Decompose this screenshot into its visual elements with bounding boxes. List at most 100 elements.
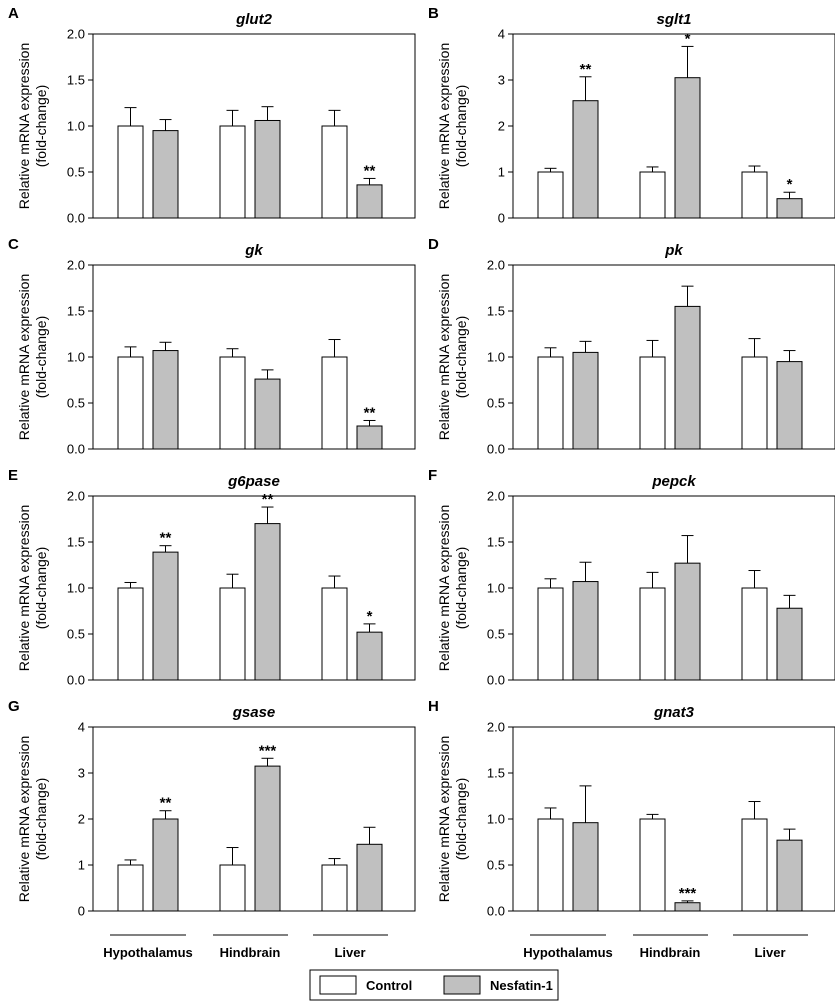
bar-nesfatin [572, 100, 599, 219]
plot-frame [92, 495, 416, 681]
y-tick-label: 0.0 [67, 211, 85, 226]
y-tick-label: 1.5 [487, 766, 505, 781]
bar-nesfatin [776, 607, 803, 681]
y-axis-label-units: (fold-change) [453, 316, 469, 399]
bar-control [639, 818, 666, 912]
bar-control [741, 171, 768, 219]
bar-nesfatin [356, 843, 383, 912]
y-axis-label-units: (fold-change) [33, 778, 49, 861]
y-tick-label: 0.0 [67, 673, 85, 688]
bar-control [321, 864, 348, 912]
y-tick-label: 0.5 [487, 627, 505, 642]
y-axis-label: Relative mRNA expression [16, 43, 32, 210]
y-tick-label: 0.5 [67, 627, 85, 642]
bar-control [117, 864, 144, 912]
plot-frame [92, 726, 416, 912]
bar-control [219, 587, 246, 681]
y-axis-label: Relative mRNA expression [436, 43, 452, 210]
y-axis-label: Relative mRNA expression [16, 274, 32, 441]
group-label-hindbrain: Hindbrain [640, 945, 701, 960]
significance-marker: * [367, 608, 373, 625]
y-axis-label: Relative mRNA expression [436, 505, 452, 672]
legend-swatch-nesfatin [443, 975, 481, 995]
y-tick-label: 2.0 [487, 258, 505, 273]
y-tick-label: 4 [78, 720, 85, 735]
bar-nesfatin [572, 581, 599, 681]
y-axis-label-units: (fold-change) [33, 547, 49, 630]
legend-label-nesfatin: Nesfatin-1 [490, 978, 553, 993]
plot-frame [512, 33, 835, 219]
bar-control [741, 356, 768, 450]
group-label-hypothalamus: Hypothalamus [523, 945, 613, 960]
bar-control [219, 864, 246, 912]
y-tick-label: 2.0 [487, 489, 505, 504]
chart-title: gk [244, 242, 263, 259]
significance-marker: ** [160, 530, 172, 547]
group-labels-left: Hypothalamus Hindbrain Liver [103, 934, 388, 960]
chart-title: pepck [651, 473, 696, 490]
bar-control [741, 818, 768, 912]
chart-title: g6pase [227, 473, 280, 490]
bar-control [117, 125, 144, 219]
plot-frame [512, 726, 835, 912]
bar-control [537, 356, 564, 450]
y-tick-label: 1.0 [487, 350, 505, 365]
bar-nesfatin [254, 523, 281, 681]
y-axis-label: Relative mRNA expression [436, 274, 452, 441]
legend: Control Nesfatin-1 [309, 969, 559, 1001]
bar-nesfatin [356, 631, 383, 681]
bar-nesfatin [254, 765, 281, 912]
chart-title: glut2 [235, 11, 272, 28]
y-tick-label: 0 [498, 211, 505, 226]
y-tick-label: 1.5 [67, 73, 85, 88]
bar-nesfatin [674, 562, 701, 681]
y-axis-label-units: (fold-change) [453, 547, 469, 630]
y-axis-label-units: (fold-change) [33, 85, 49, 168]
y-tick-label: 2 [498, 119, 505, 134]
bar-control [219, 356, 246, 450]
bar-control [117, 356, 144, 450]
y-tick-label: 3 [498, 73, 505, 88]
significance-marker: ** [160, 795, 172, 812]
significance-marker: * [787, 176, 793, 193]
y-tick-label: 1.5 [487, 304, 505, 319]
bar-control [537, 818, 564, 912]
bar-control [321, 587, 348, 681]
significance-marker: ** [364, 404, 376, 421]
legend-swatch-control [319, 975, 357, 995]
bar-nesfatin [356, 184, 383, 219]
group-label-hindbrain: Hindbrain [220, 945, 281, 960]
y-tick-label: 2.0 [487, 720, 505, 735]
y-tick-label: 0 [78, 904, 85, 919]
chart-title: pk [664, 242, 683, 259]
panel-letter: G [8, 698, 20, 715]
chart-title: sglt1 [656, 11, 691, 28]
y-tick-label: 0.0 [487, 904, 505, 919]
y-tick-label: 1.0 [67, 350, 85, 365]
group-labels-right: Hypothalamus Hindbrain Liver [523, 934, 808, 960]
chart-title: gnat3 [653, 704, 695, 721]
group-label-hypothalamus: Hypothalamus [103, 945, 193, 960]
group-label-liver: Liver [754, 945, 785, 960]
bar-control [537, 587, 564, 681]
y-axis-label: Relative mRNA expression [16, 736, 32, 903]
y-tick-label: 1.5 [67, 304, 85, 319]
y-axis-label-units: (fold-change) [453, 778, 469, 861]
panel-letter: F [428, 467, 437, 484]
bar-control [117, 587, 144, 681]
y-tick-label: 1.5 [487, 535, 505, 550]
bar-nesfatin [152, 130, 179, 219]
panel-letter: B [428, 5, 439, 22]
y-tick-label: 1.0 [67, 581, 85, 596]
y-tick-label: 4 [498, 27, 505, 42]
bar-nesfatin [776, 198, 803, 219]
bar-control [639, 356, 666, 450]
y-tick-label: 1.5 [67, 535, 85, 550]
plot-frame [512, 264, 835, 450]
bar-nesfatin [572, 822, 599, 912]
